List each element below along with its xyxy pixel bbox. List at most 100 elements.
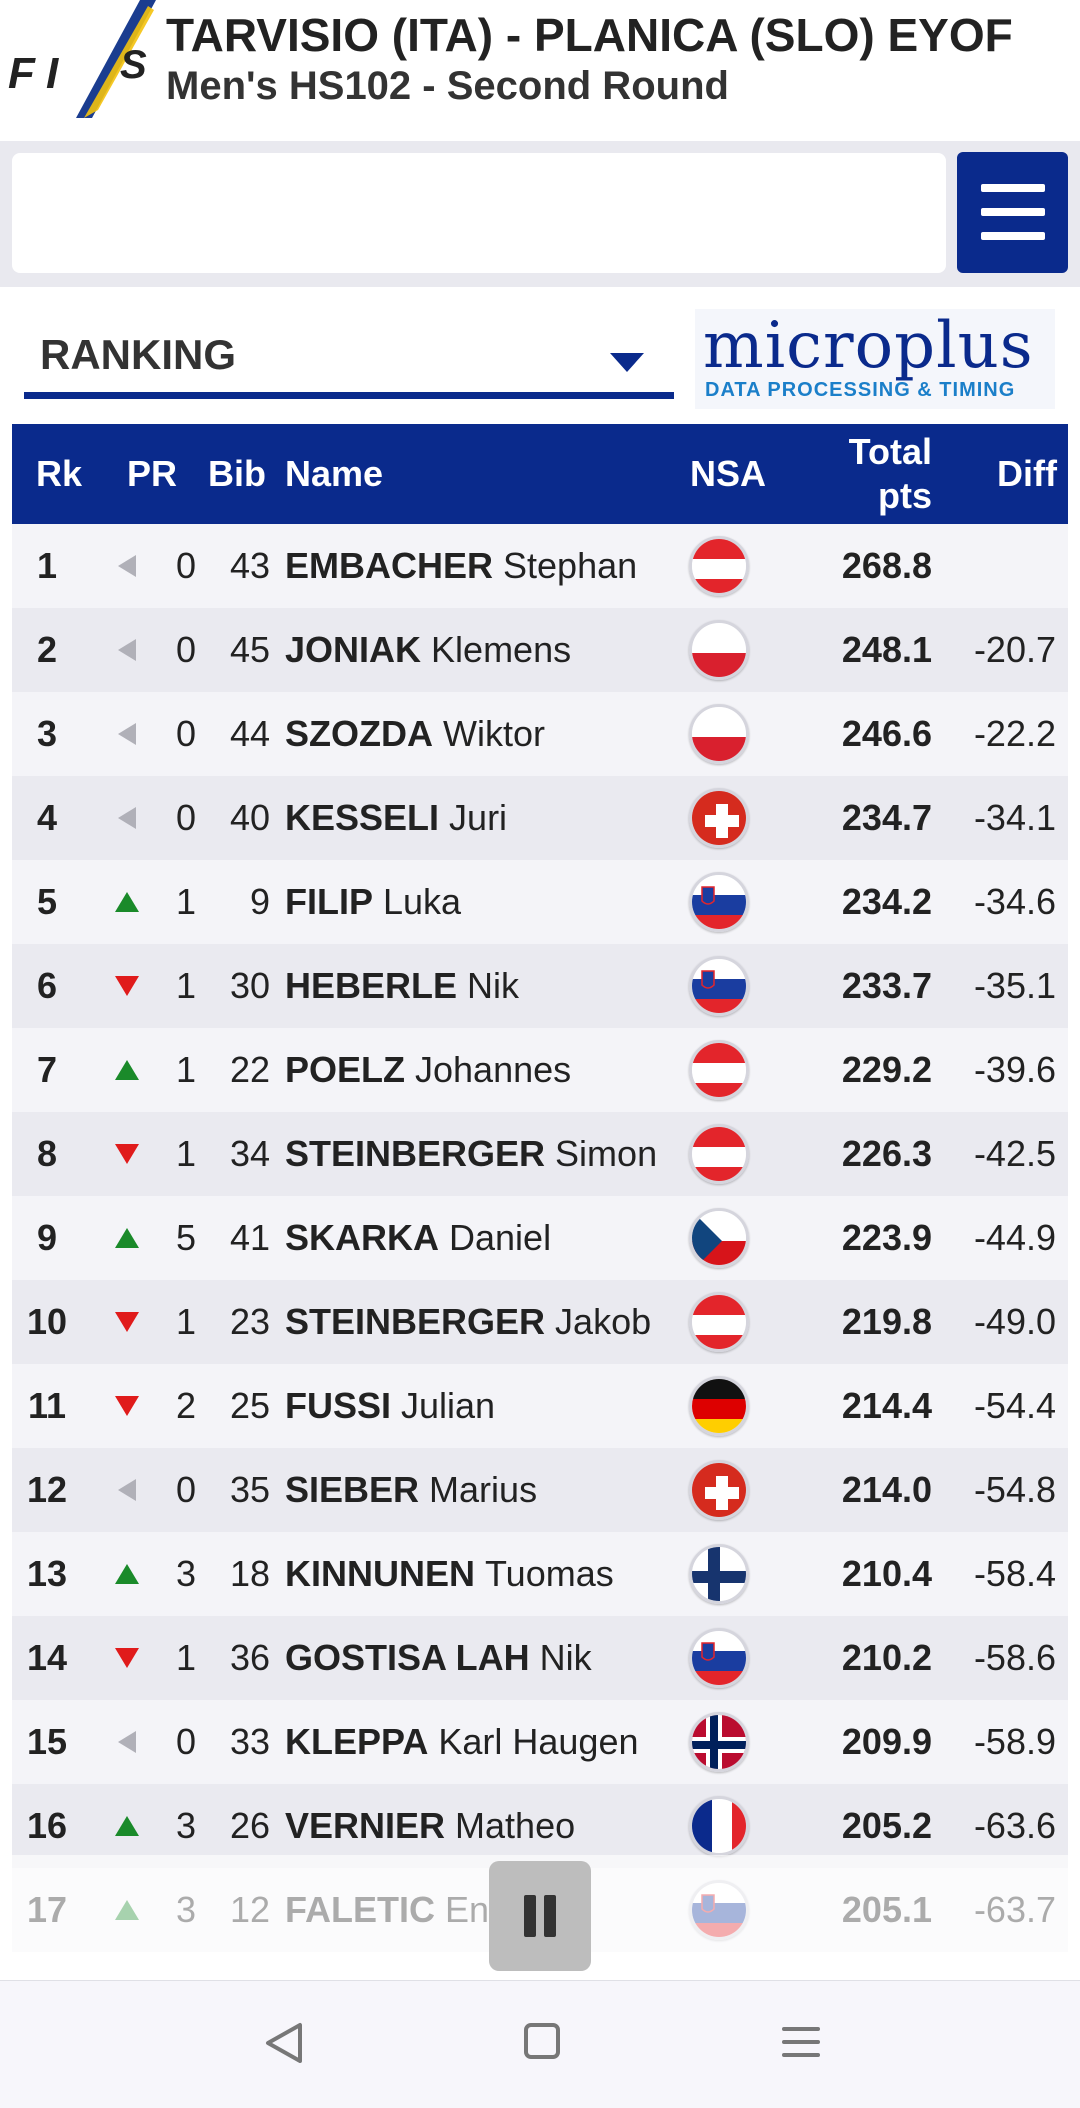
athlete-name-cell[interactable]: KESSELI Juri: [285, 776, 507, 860]
hamburger-icon-line: [981, 232, 1045, 240]
rank-cell: 2: [36, 629, 58, 670]
athlete-last-name: POELZ: [285, 1049, 406, 1090]
athlete-name-cell[interactable]: SIEBER Marius: [285, 1448, 537, 1532]
trend-down-icon: [112, 1280, 142, 1364]
menu-button[interactable]: [957, 152, 1068, 273]
athlete-first-name: Wiktor: [443, 713, 545, 754]
table-row[interactable]: 2 0 45 JONIAK Klemens 248.1 -20.7: [12, 608, 1068, 692]
ad-banner[interactable]: [12, 153, 946, 273]
svg-text:F: F: [8, 49, 36, 98]
previous-rank-change-cell: 0: [175, 1721, 196, 1762]
athlete-name-cell[interactable]: VERNIER Matheo: [285, 1784, 575, 1868]
col-previous-rank[interactable]: PR: [127, 453, 178, 494]
athlete-name-cell[interactable]: SKARKA Daniel: [285, 1196, 551, 1280]
nsa-flag-cell: [687, 1364, 751, 1448]
athlete-name-cell[interactable]: GOSTISA LAH Nik: [285, 1616, 592, 1700]
diff-cell: -22.2: [973, 713, 1056, 754]
diff-cell: -34.1: [973, 797, 1056, 838]
bib-cell: 9: [249, 881, 270, 922]
table-row[interactable]: 1 0 43 EMBACHER Stephan 268.8: [12, 524, 1068, 608]
svg-text:I: I: [46, 49, 59, 98]
rank-cell: 6: [36, 965, 58, 1006]
total-points-cell: 229.2: [841, 1049, 932, 1090]
flag-icon-slo: [689, 872, 749, 932]
previous-rank-change-cell: 1: [175, 881, 196, 922]
total-points-cell: 246.6: [841, 713, 932, 754]
athlete-name-cell[interactable]: STEINBERGER Simon: [285, 1112, 657, 1196]
col-bib[interactable]: Bib: [208, 453, 266, 494]
trend-up-icon: [112, 1532, 142, 1616]
athlete-name-cell[interactable]: KLEPPA Karl Haugen: [285, 1700, 639, 1784]
athlete-name-cell[interactable]: EMBACHER Stephan: [285, 524, 637, 608]
athlete-name-cell[interactable]: POELZ Johannes: [285, 1028, 571, 1112]
flag-icon-slo: [689, 956, 749, 1016]
previous-rank-change-cell: 1: [175, 1301, 196, 1342]
previous-rank-change-cell: 5: [175, 1217, 196, 1258]
table-row[interactable]: 11 2 25 FUSSI Julian 214.4 -54.4: [12, 1364, 1068, 1448]
rank-cell: 4: [36, 797, 58, 838]
athlete-name-cell[interactable]: HEBERLE Nik: [285, 944, 519, 1028]
trend-up-icon: [112, 1028, 142, 1112]
athlete-last-name: FUSSI: [285, 1385, 392, 1426]
table-row[interactable]: 6 1 30 HEBERLE Nik 233.7 -35.1: [12, 944, 1068, 1028]
microplus-logo: microplus DATA PROCESSING & TIMING: [695, 309, 1055, 409]
rank-cell: 9: [36, 1217, 58, 1258]
athlete-name-cell[interactable]: SZOZDA Wiktor: [285, 692, 545, 776]
nsa-flag-cell: [687, 692, 751, 776]
pause-button[interactable]: [489, 1861, 591, 1971]
col-diff[interactable]: Diff: [997, 453, 1057, 494]
table-row[interactable]: 3 0 44 SZOZDA Wiktor 246.6 -22.2: [12, 692, 1068, 776]
table-row[interactable]: 10 1 23 STEINBERGER Jakob 219.8 -49.0: [12, 1280, 1068, 1364]
hamburger-icon: [981, 184, 1045, 192]
athlete-name-cell[interactable]: FILIP Luka: [285, 860, 461, 944]
table-row[interactable]: 13 3 18 KINNUNEN Tuomas 210.4 -58.4: [12, 1532, 1068, 1616]
col-nsa[interactable]: NSA: [690, 453, 767, 494]
table-row[interactable]: 7 1 22 POELZ Johannes 229.2 -39.6: [12, 1028, 1068, 1112]
trend-down-icon: [112, 1112, 142, 1196]
athlete-first-name: Marius: [429, 1469, 538, 1510]
total-points-cell: 210.4: [841, 1553, 932, 1594]
nsa-flag-cell: [687, 1784, 751, 1868]
table-row[interactable]: 16 3 26 VERNIER Matheo 205.2 -63.6: [12, 1784, 1068, 1868]
athlete-first-name: Julian: [401, 1385, 496, 1426]
flag-icon-nor: [689, 1712, 749, 1772]
nsa-flag-cell: [687, 1532, 751, 1616]
bib-cell: 18: [229, 1553, 270, 1594]
col-total-points[interactable]: Total pts: [792, 424, 932, 524]
event-subtitle: Men's HS102 - Second Round: [166, 64, 729, 108]
table-row[interactable]: 9 5 41 SKARKA Daniel 223.9 -44.9: [12, 1196, 1068, 1280]
athlete-first-name: Nik: [467, 965, 520, 1006]
total-points-cell: 233.7: [841, 965, 932, 1006]
col-rank[interactable]: Rk: [36, 453, 83, 494]
table-row[interactable]: 8 1 34 STEINBERGER Simon 226.3 -42.5: [12, 1112, 1068, 1196]
athlete-first-name: Juri: [449, 797, 508, 838]
flag-icon-aut: [689, 1124, 749, 1184]
table-row[interactable]: 14 1 36 GOSTISA LAH Nik 210.2 -58.6: [12, 1616, 1068, 1700]
system-nav-bar: [0, 1980, 1080, 2108]
athlete-first-name: Tuomas: [485, 1553, 614, 1594]
menu-lines-icon[interactable]: [782, 2023, 820, 2061]
total-points-cell: 205.2: [841, 1805, 932, 1846]
results-table-header: Rk PR Bib Name NSA Total pts Diff: [12, 424, 1068, 524]
microplus-tagline: DATA PROCESSING & TIMING: [705, 379, 1016, 401]
table-row[interactable]: 15 0 33 KLEPPA Karl Haugen 209.9 -58.9: [12, 1700, 1068, 1784]
athlete-name-cell[interactable]: FUSSI Julian: [285, 1364, 495, 1448]
table-row[interactable]: 12 0 35 SIEBER Marius 214.0 -54.8: [12, 1448, 1068, 1532]
diff-cell: -44.9: [973, 1217, 1056, 1258]
col-name[interactable]: Name: [285, 453, 384, 494]
diff-cell: -34.6: [973, 881, 1056, 922]
trend-same-icon: [112, 1700, 142, 1784]
athlete-name-cell[interactable]: KINNUNEN Tuomas: [285, 1532, 614, 1616]
athlete-name-cell[interactable]: STEINBERGER Jakob: [285, 1280, 651, 1364]
home-icon[interactable]: [524, 2023, 560, 2059]
ranking-dropdown[interactable]: RANKING: [24, 309, 674, 399]
total-points-cell: 226.3: [841, 1133, 932, 1174]
athlete-first-name: Daniel: [449, 1217, 552, 1258]
back-icon[interactable]: [262, 2021, 306, 2065]
table-row[interactable]: 4 0 40 KESSELI Juri 234.7 -34.1: [12, 776, 1068, 860]
athlete-name-cell[interactable]: JONIAK Klemens: [285, 608, 571, 692]
table-row[interactable]: 5 1 9 FILIP Luka 234.2 -34.6: [12, 860, 1068, 944]
nsa-flag-cell: [687, 776, 751, 860]
total-points-cell: 214.0: [841, 1469, 932, 1510]
nsa-flag-cell: [687, 608, 751, 692]
